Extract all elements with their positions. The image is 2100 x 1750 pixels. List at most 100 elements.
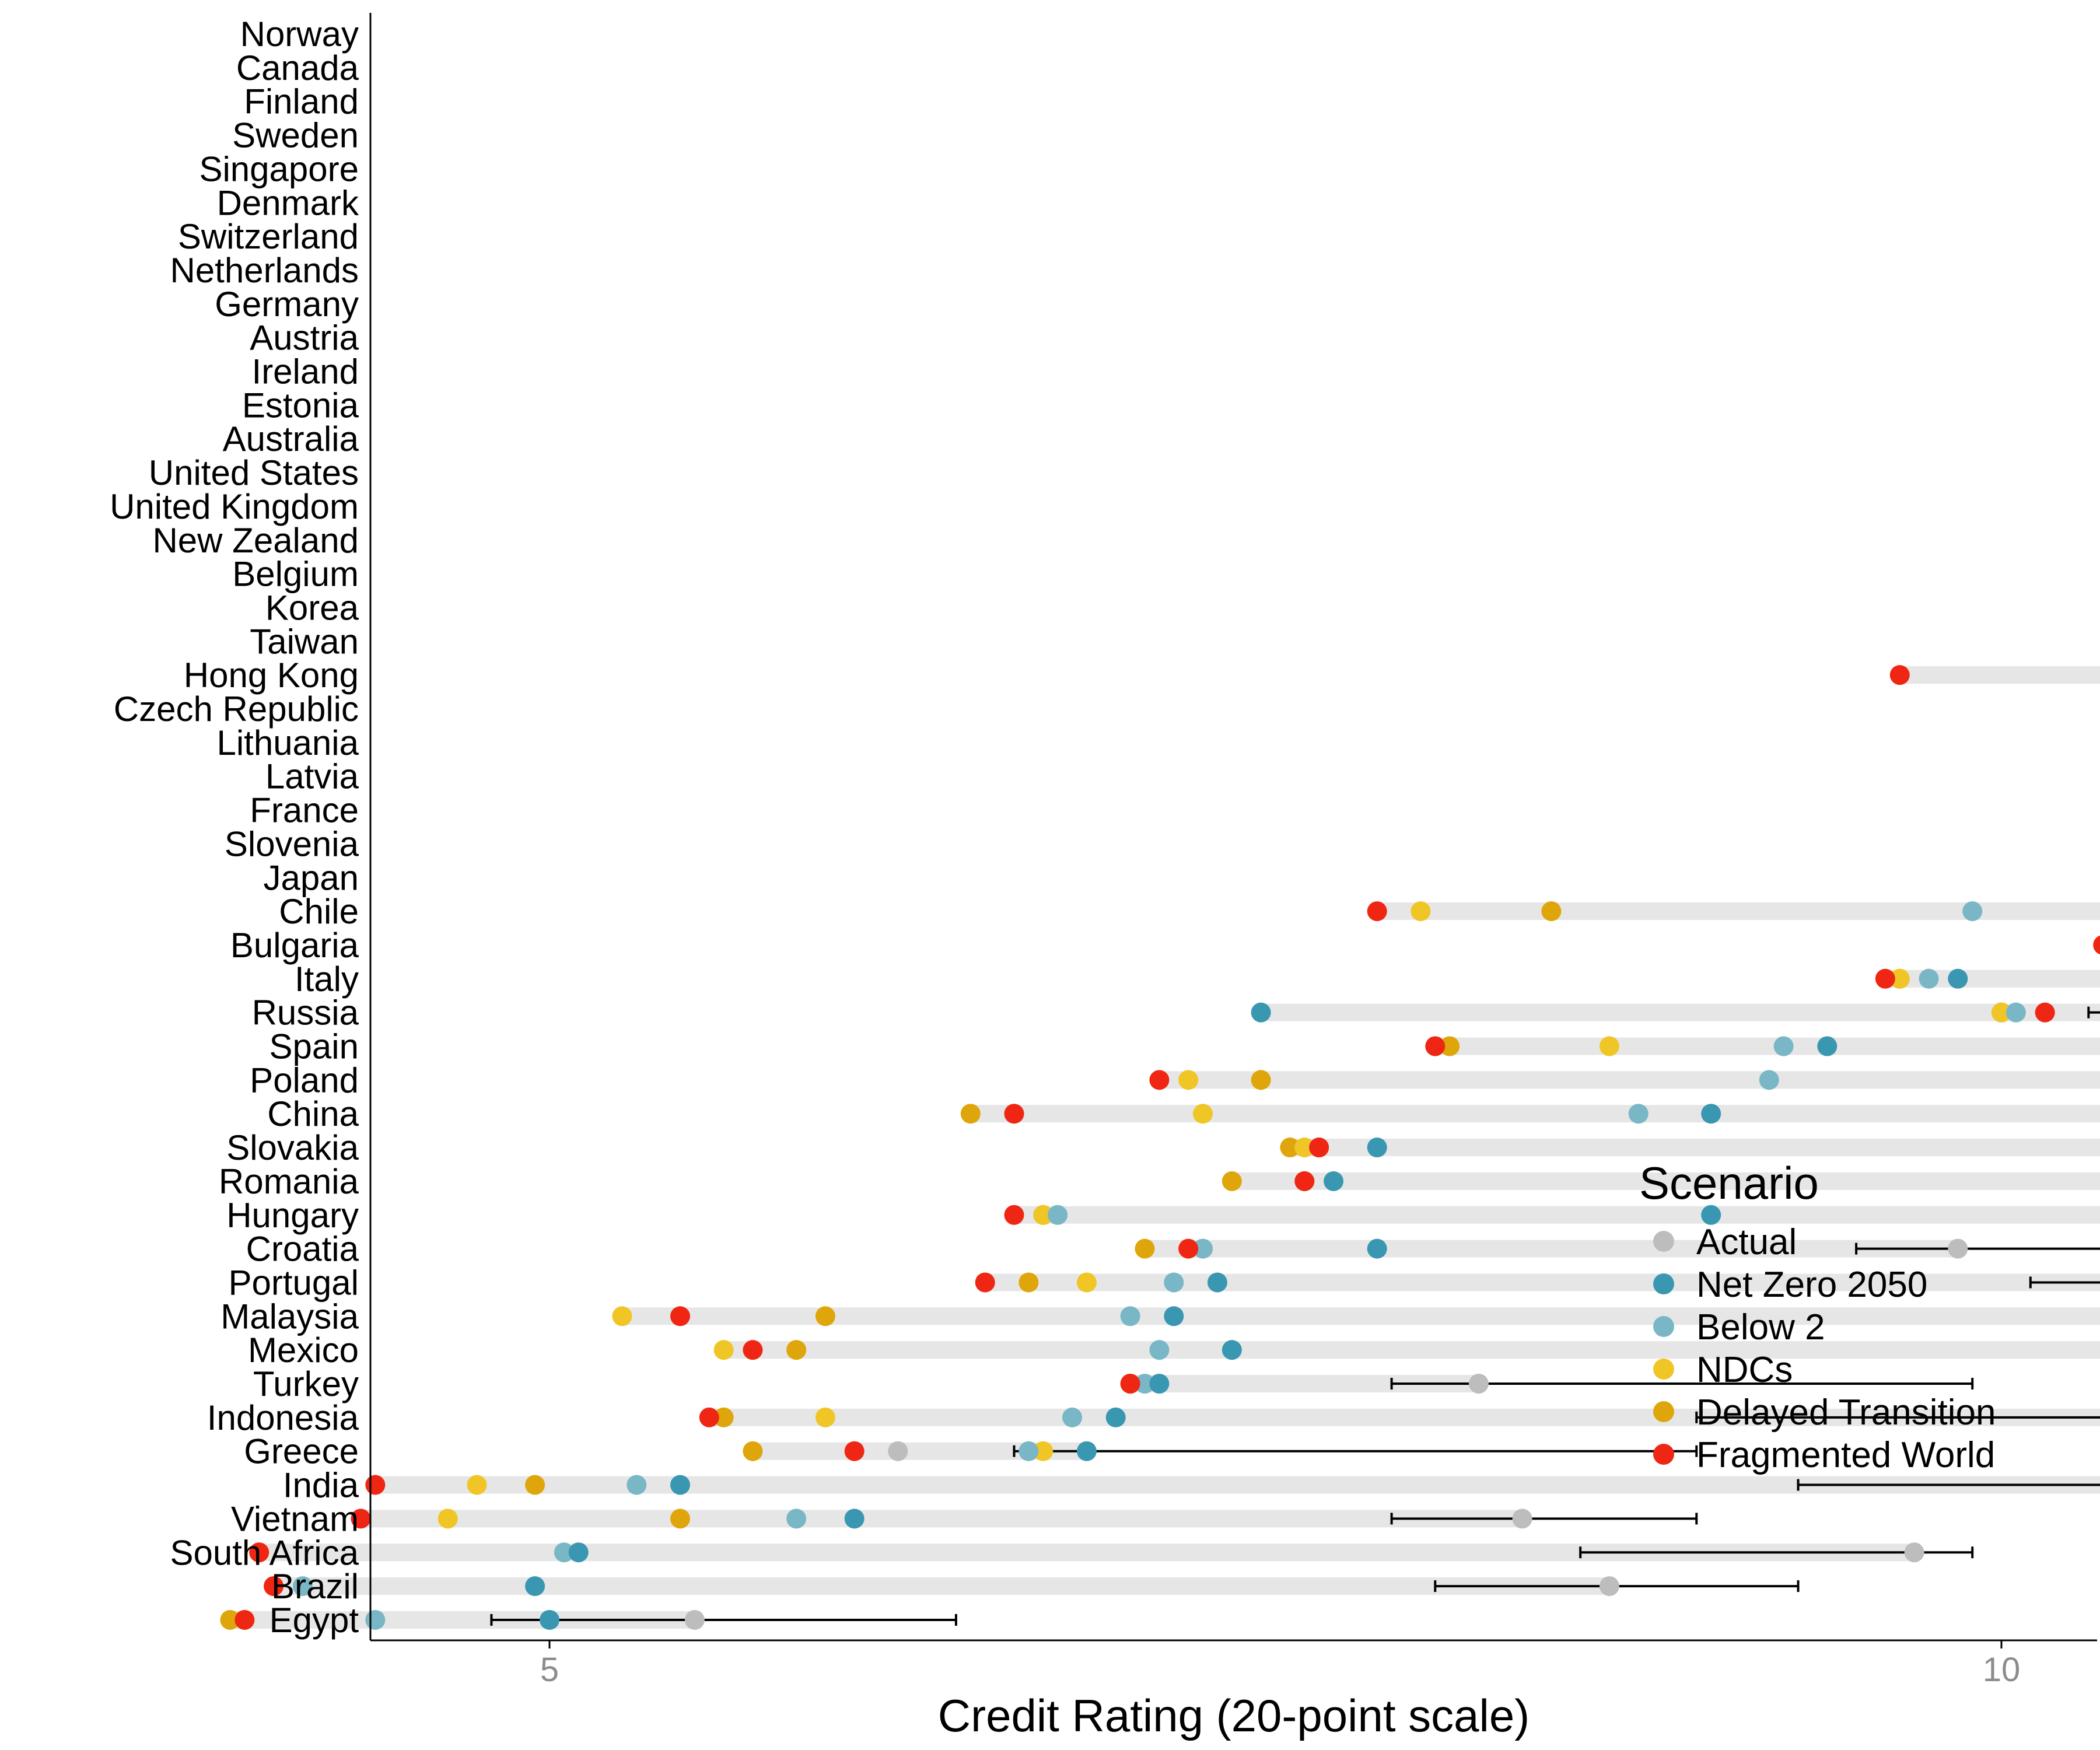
- country-label: Mexico: [248, 1331, 359, 1370]
- point-fw: [235, 1609, 255, 1630]
- point-nz: [525, 1576, 545, 1597]
- point-dt: [1541, 901, 1562, 922]
- range-band: [274, 1577, 1609, 1595]
- point-dt: [1251, 1070, 1271, 1090]
- country-label: Lithuania: [216, 723, 359, 762]
- country-label: South Africa: [170, 1533, 359, 1572]
- point-fw: [1889, 665, 1910, 685]
- country-label: Ireland: [252, 352, 359, 391]
- legend-marker: [1653, 1359, 1674, 1380]
- point-dt: [713, 1407, 734, 1427]
- legend-label: Net Zero 2050: [1696, 1265, 1927, 1305]
- point-actual: [1948, 1238, 1968, 1259]
- point-ndc: [1889, 968, 1910, 989]
- point-nz: [568, 1542, 589, 1563]
- country-label: Bulgaria: [230, 926, 359, 965]
- range-band: [723, 1341, 2100, 1359]
- country-label: Czech Republic: [114, 690, 359, 729]
- point-dt: [670, 1508, 691, 1529]
- point-fw: [1425, 1036, 1446, 1056]
- point-fw: [975, 1272, 995, 1293]
- point-ndc: [713, 1340, 734, 1360]
- country-label: Croatia: [246, 1230, 359, 1269]
- range-band: [1159, 1071, 2100, 1089]
- point-fw: [2035, 1002, 2055, 1023]
- point-dt: [1222, 1171, 1242, 1191]
- country-label: Japan: [264, 858, 359, 897]
- point-b2: [1193, 1238, 1213, 1259]
- point-dt: [1280, 1138, 1300, 1158]
- range-band: [1885, 970, 2100, 988]
- point-nz: [1105, 1407, 1126, 1427]
- point-nz: [1164, 1306, 1184, 1326]
- point-b2: [1773, 1036, 1794, 1056]
- point-fw: [670, 1306, 691, 1326]
- point-b2: [365, 1609, 386, 1630]
- country-label: Germany: [215, 285, 359, 324]
- point-ndc: [1033, 1205, 1054, 1225]
- point-fw: [1294, 1171, 1315, 1191]
- point-b2: [1062, 1407, 1083, 1427]
- legend-label: Below 2: [1696, 1307, 1825, 1348]
- range-band: [1144, 1240, 1958, 1258]
- point-ndc: [1033, 1441, 1054, 1461]
- point-ndc: [1599, 1036, 1619, 1056]
- country-label: Indonesia: [207, 1398, 359, 1437]
- point-nz: [1817, 1036, 1838, 1056]
- point-b2: [1048, 1205, 1068, 1225]
- country-label: Malaysia: [220, 1297, 359, 1336]
- point-actual: [888, 1441, 908, 1461]
- point-actual: [1468, 1374, 1489, 1394]
- point-b2: [1164, 1272, 1184, 1293]
- range-band: [1435, 1037, 2100, 1055]
- country-label: United States: [149, 453, 359, 492]
- point-ndc: [438, 1508, 458, 1529]
- point-ndc: [1294, 1138, 1315, 1158]
- point-fw: [264, 1576, 284, 1597]
- country-label: Estonia: [242, 386, 359, 425]
- country-label: Norway: [240, 15, 359, 54]
- scenario-points: [220, 665, 2100, 1630]
- point-nz: [1701, 1104, 1721, 1124]
- range-band: [360, 1510, 1522, 1528]
- point-nz: [1207, 1272, 1227, 1293]
- point-fw: [2093, 935, 2100, 955]
- country-label: Spain: [270, 1027, 359, 1066]
- point-fw: [1309, 1138, 1329, 1158]
- legend-label: Delayed Transition: [1696, 1392, 1996, 1433]
- point-fw: [365, 1475, 386, 1495]
- point-actual: [1512, 1508, 1532, 1529]
- point-nz: [670, 1475, 691, 1495]
- point-ndc: [612, 1306, 632, 1326]
- point-b2: [2006, 1002, 2026, 1023]
- point-nz: [540, 1609, 559, 1630]
- x-tick-label: 10: [1983, 1651, 2021, 1689]
- point-fw: [1004, 1104, 1024, 1124]
- point-dt: [525, 1475, 545, 1495]
- country-label: Belgium: [232, 555, 359, 594]
- country-label: Canada: [236, 48, 359, 88]
- point-ndc: [1992, 1002, 2011, 1023]
- point-dt: [815, 1306, 835, 1326]
- country-label: Hong Kong: [184, 656, 359, 695]
- point-b2: [1759, 1070, 1779, 1090]
- country-label: Switzerland: [178, 217, 359, 256]
- point-nz: [844, 1508, 864, 1529]
- point-fw: [1004, 1205, 1024, 1225]
- country-label: China: [267, 1094, 359, 1133]
- point-nz: [1076, 1441, 1097, 1461]
- point-dt: [960, 1104, 981, 1124]
- x-axis-title: Credit Rating (20-point scale): [938, 1690, 1530, 1741]
- range-band: [1231, 1172, 2100, 1190]
- point-nz: [1701, 1205, 1721, 1225]
- point-b2: [1120, 1306, 1140, 1326]
- point-ndc: [1410, 901, 1431, 922]
- point-ndc: [815, 1407, 835, 1427]
- country-labels: NorwayCanadaFinlandSwedenSingaporeDenmar…: [110, 15, 359, 1640]
- point-actual: [1904, 1542, 1924, 1563]
- point-fw: [1149, 1070, 1170, 1090]
- point-b2: [1628, 1104, 1648, 1124]
- point-dt: [220, 1609, 240, 1630]
- point-dt: [1440, 1036, 1460, 1056]
